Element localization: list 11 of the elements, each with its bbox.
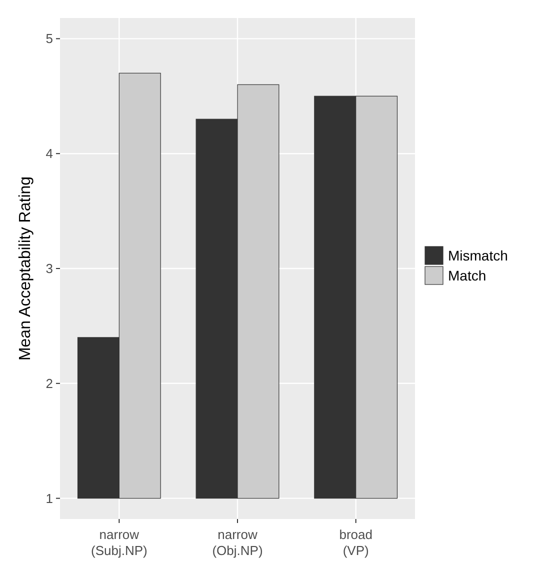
y-tick-label: 5 xyxy=(46,31,53,46)
y-tick-label: 1 xyxy=(46,490,53,506)
y-tick-label: 2 xyxy=(46,376,53,391)
legend-label: Mismatch xyxy=(448,248,508,264)
x-tick-label: narrow (Obj.NP) xyxy=(212,527,263,558)
x-tick-label: broad (VP) xyxy=(339,527,372,558)
legend-label: Match xyxy=(448,268,486,284)
y-axis-title: Mean Acceptability Rating xyxy=(17,176,34,361)
y-tick-label: 3 xyxy=(46,261,53,276)
y-tick-label: 4 xyxy=(46,146,53,162)
x-tick-label: narrow (Subj.NP) xyxy=(90,527,148,558)
